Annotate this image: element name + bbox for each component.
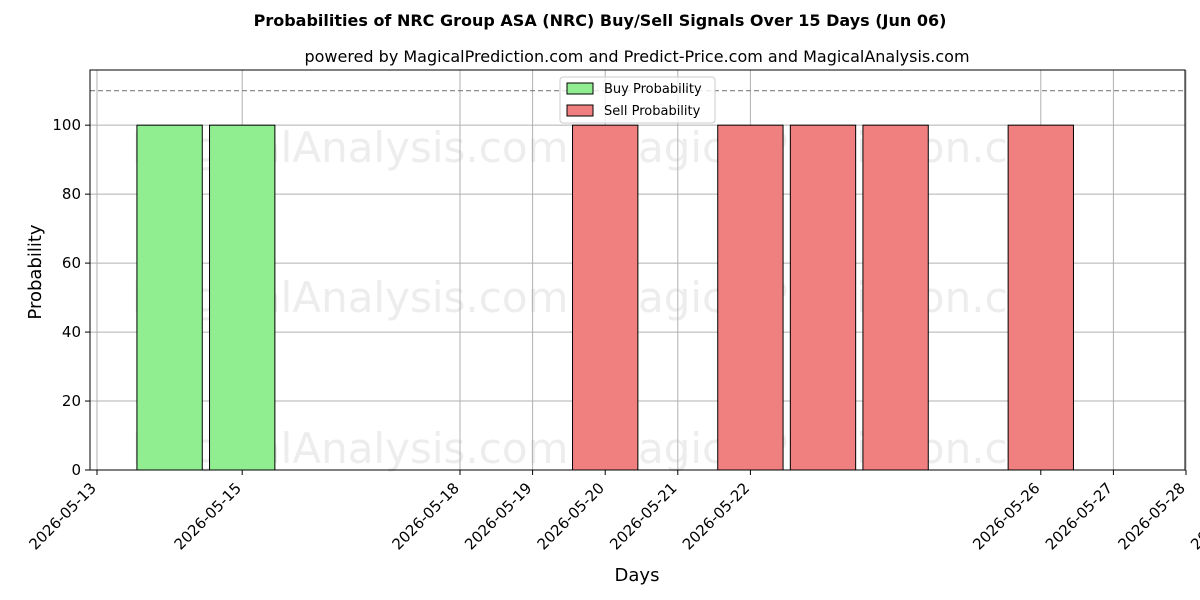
y-tick-label: 0: [71, 461, 81, 479]
x-tick-label: 2026-05-21: [606, 479, 680, 553]
plot-frame: [89, 69, 1186, 471]
buy-bar: [136, 124, 203, 471]
sell-bar: [572, 124, 639, 471]
x-tick-label: 2026-05-28: [1114, 479, 1188, 553]
x-axis-label: Days: [615, 565, 660, 586]
x-tick-label: 2026-05-19: [461, 479, 535, 553]
legend: Buy Probability Sell Probability: [559, 76, 716, 124]
y-tick-label: 60: [62, 254, 81, 272]
x-tick-label: 2026-05-29: [1187, 479, 1200, 553]
bars: [136, 124, 1074, 471]
chart-subtitle: powered by MagicalPrediction.com and Pre…: [304, 47, 969, 66]
watermark-text: MagicalAnalysis.com: [132, 424, 569, 473]
sell-bar: [862, 124, 929, 471]
x-axis-ticks: 2026-05-13 2026-05-15 2026-05-182026-05-19…: [25, 470, 1200, 553]
chart-title: Probabilities of NRC Group ASA (NRC) Buy…: [254, 11, 947, 30]
legend-box: [559, 76, 716, 124]
y-tick-label: 100: [52, 116, 81, 134]
x-tick-label: 2026-05-18: [388, 479, 462, 553]
legend-sell-swatch: [566, 104, 594, 117]
legend-sell-label: Sell Probability: [604, 104, 701, 119]
watermark-text: MagicalAnalysis.com: [132, 123, 569, 172]
y-tick-label: 40: [62, 323, 81, 341]
watermark-text: MagicalAnalysis.com: [132, 273, 569, 322]
y-tick-label: 20: [62, 392, 81, 410]
sell-bar: [717, 124, 784, 471]
x-tick-label: 2026-05-26: [969, 479, 1043, 553]
y-axis-ticks: 0 20 40 60 80 100: [52, 116, 90, 479]
x-tick-label: 2026-05-13: [25, 479, 99, 553]
sell-bar: [789, 124, 857, 471]
y-tick-label: 80: [62, 185, 81, 203]
legend-buy-swatch: [566, 82, 594, 95]
x-tick-label: 2026-05-15: [171, 479, 245, 553]
sell-bar: [1007, 124, 1074, 471]
buy-bar: [209, 124, 276, 471]
y-axis-label: Probability: [25, 224, 46, 319]
x-tick-label: 2026-05-22: [679, 479, 753, 553]
x-tick-label: 2026-05-20: [534, 479, 608, 553]
x-tick-label: 2026-05-27: [1042, 479, 1116, 553]
legend-buy-label: Buy Probability: [604, 82, 702, 97]
